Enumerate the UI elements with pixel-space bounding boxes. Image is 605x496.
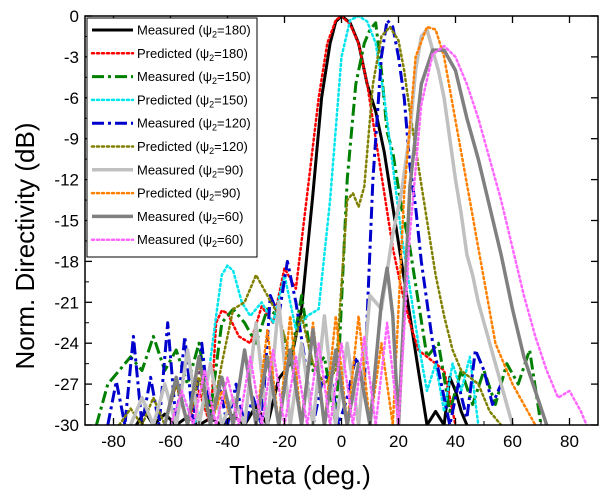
series-line-2 bbox=[163, 16, 457, 425]
y-axis-title: Norm. Directivity (dB) bbox=[10, 122, 40, 369]
legend-label: Predicted (ψ2=150) bbox=[137, 92, 248, 109]
series-line-1 bbox=[135, 16, 469, 425]
x-tick-label: -60 bbox=[158, 432, 183, 451]
y-tick-label: -3 bbox=[64, 48, 79, 67]
x-tick-label: 40 bbox=[446, 432, 465, 451]
series-line-3 bbox=[94, 21, 543, 425]
x-tick-label: 80 bbox=[560, 432, 579, 451]
x-tick-label: 60 bbox=[503, 432, 522, 451]
x-tick-label: -80 bbox=[101, 432, 126, 451]
series-line-10 bbox=[169, 44, 588, 425]
y-tick-label: -27 bbox=[54, 375, 79, 394]
series-line-4 bbox=[169, 16, 480, 425]
x-tick-label: -20 bbox=[272, 432, 297, 451]
legend-label: Measured (ψ2=60) bbox=[137, 232, 243, 249]
x-tick-label: 0 bbox=[337, 432, 346, 451]
y-tick-label: -12 bbox=[54, 171, 79, 190]
y-tick-label: -9 bbox=[64, 130, 79, 149]
legend-label: Measured (ψ2=120) bbox=[137, 116, 251, 133]
x-tick-label: 20 bbox=[389, 432, 408, 451]
legend-label: Predicted (ψ2=90) bbox=[137, 186, 241, 203]
y-tick-label: -24 bbox=[54, 334, 79, 353]
y-tick-label: -15 bbox=[54, 212, 79, 231]
legend-label: Predicted (ψ2=180) bbox=[137, 46, 248, 63]
y-tick-label: -21 bbox=[54, 293, 79, 312]
series-line-9 bbox=[163, 48, 549, 425]
legend-label: Measured (ψ2=60) bbox=[137, 209, 243, 226]
plot-lines bbox=[94, 16, 588, 425]
series-line-6 bbox=[117, 25, 503, 425]
legend-label: Predicted (ψ2=120) bbox=[137, 139, 248, 156]
y-tick-label: -18 bbox=[54, 252, 79, 271]
legend: Measured (ψ2=180) Predicted (ψ2=180) Measu… bbox=[86, 17, 258, 258]
legend-label: Measured (ψ2=150) bbox=[137, 69, 251, 86]
series-line-7 bbox=[128, 27, 515, 425]
legend-label: Measured (ψ2=180) bbox=[137, 23, 251, 40]
x-axis-title: Theta (deg.) bbox=[229, 460, 371, 490]
y-tick-label: -30 bbox=[54, 416, 79, 435]
ticks: -80 -60 -40 -20 0 20 40 60 80 0 -3 -6 -9 -12 -15 -18 -21… bbox=[54, 7, 598, 451]
y-tick-label: 0 bbox=[70, 7, 79, 26]
x-tick-label: -40 bbox=[215, 432, 240, 451]
legend-label: Measured (ψ2=90) bbox=[137, 162, 243, 179]
y-tick-label: -6 bbox=[64, 89, 79, 108]
